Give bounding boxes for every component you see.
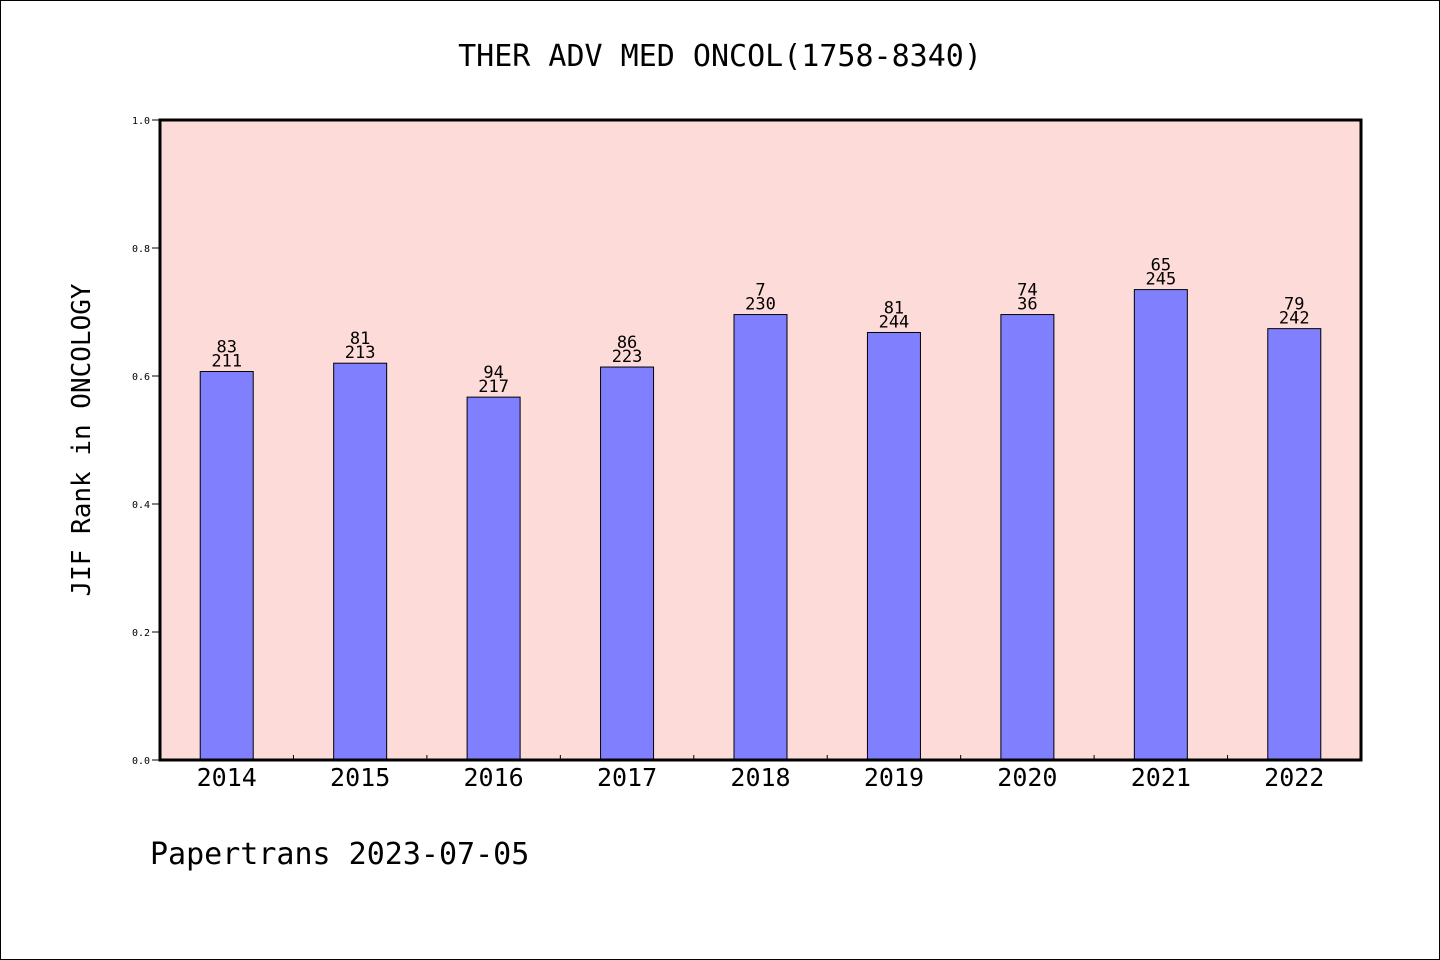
bar-label-total: 245: [1145, 270, 1176, 290]
x-tick-label: 2014: [197, 763, 257, 792]
bar-label-rank: 79: [1284, 295, 1304, 315]
bar-label-rank: 81: [884, 298, 904, 318]
x-tick-label: 2015: [330, 763, 390, 792]
bar-label-total: 230: [745, 295, 776, 315]
bar-label-rank: 7: [755, 281, 765, 301]
x-tick-label: 2016: [464, 763, 524, 792]
bar-label-total: 36: [1017, 295, 1037, 315]
bar-2015: [333, 362, 388, 761]
y-tick-label: 0.8: [132, 244, 150, 255]
bar-2018: [733, 314, 788, 761]
bar-label-rank: 81: [350, 329, 370, 349]
x-axis: 2014 2015 2016 2017 2018 2019 2020 2021 2022: [197, 755, 1324, 792]
bar-label-total: 213: [345, 343, 376, 363]
bar-2021: [1133, 289, 1188, 761]
bar-2022: [1267, 328, 1322, 761]
bar-label-rank: 74: [1017, 281, 1037, 301]
x-tick-label: 2019: [864, 763, 924, 792]
footer-date-stamp: Papertrans 2023-07-05: [150, 837, 529, 872]
x-tick-label: 2018: [730, 763, 790, 792]
bar-label-total: 223: [612, 347, 643, 367]
bar-label-rank: 94: [483, 363, 503, 383]
bar-label-rank: 86: [617, 333, 637, 353]
bar-label-total: 244: [879, 312, 910, 332]
y-axis-title: JIF Rank in ONCOLOGY: [67, 283, 97, 596]
x-tick-label: 2017: [597, 763, 657, 792]
y-tick-label: 0.6: [132, 372, 150, 383]
x-tick-label: 2020: [997, 763, 1057, 792]
y-tick-label: 1.0: [132, 116, 150, 127]
chart-title: THER ADV MED ONCOL(1758-8340): [458, 39, 982, 74]
y-tick-label: 0.2: [132, 628, 150, 639]
bar-label-rank: 83: [216, 338, 236, 358]
y-tick-label: 0.0: [132, 756, 150, 767]
bar-2020: [1000, 314, 1055, 761]
bar-2019: [866, 331, 921, 761]
bar-label-total: 217: [478, 377, 509, 397]
x-tick-label: 2021: [1131, 763, 1191, 792]
bar-label-total: 211: [211, 352, 242, 372]
bar-2017: [600, 366, 655, 761]
x-tick-label: 2022: [1264, 763, 1324, 792]
bar-label-rank: 65: [1151, 256, 1171, 276]
y-axis: 0.0 0.2 0.4 0.6 0.8 1.0: [132, 116, 160, 767]
bars: [199, 289, 1322, 761]
plot-border: [158, 118, 1363, 762]
y-tick-label: 0.4: [132, 500, 150, 511]
bar-2014: [199, 371, 254, 761]
bar-2016: [466, 396, 521, 761]
bar-label-total: 242: [1279, 309, 1310, 329]
